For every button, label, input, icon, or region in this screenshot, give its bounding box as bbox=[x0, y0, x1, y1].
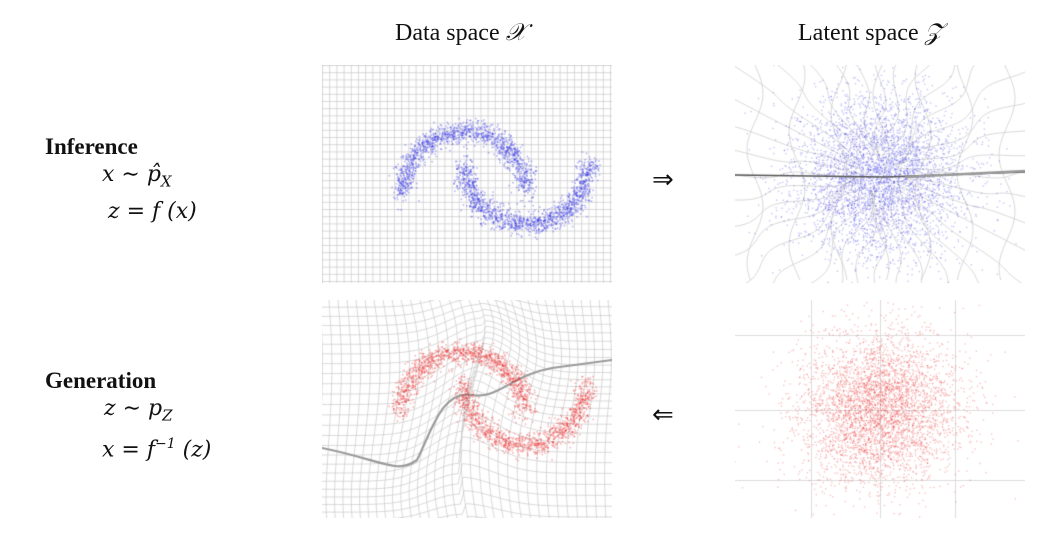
latent-space-header: Latent space 𝒵 bbox=[798, 18, 943, 47]
data-space-header: Data space 𝒳 bbox=[395, 18, 526, 47]
generation-equation-map-lhs: x = f bbox=[102, 437, 155, 463]
inference-equation-sample-subscript: X bbox=[160, 172, 172, 191]
generation-equation-map: x = f−1 (z) bbox=[102, 436, 211, 462]
latent-space-symbol: 𝒵 bbox=[924, 18, 943, 46]
data-space-symbol: 𝒳 bbox=[505, 18, 527, 46]
latent-space-generation-panel bbox=[735, 300, 1025, 518]
latent-space-inference-panel bbox=[735, 65, 1025, 283]
inference-equation-sample-lhs: x ∼ p̂ bbox=[102, 162, 161, 187]
latent-space-inference-canvas bbox=[735, 65, 1025, 283]
generation-title: Generation bbox=[45, 368, 157, 393]
generation-equation-sample-subscript: Z bbox=[162, 406, 173, 425]
generation-equation-map-rhs: (z) bbox=[175, 437, 212, 463]
latent-space-generation-canvas bbox=[735, 300, 1025, 518]
inference-equation-sample: x ∼ p̂X bbox=[102, 162, 172, 190]
data-space-inference-panel bbox=[322, 65, 612, 283]
data-space-generation-panel bbox=[322, 300, 612, 518]
generation-equation-sample: z ∼ pZ bbox=[104, 396, 173, 424]
data-space-label: Data space bbox=[395, 20, 500, 46]
inference-title: Inference bbox=[45, 134, 138, 159]
data-space-inference-canvas bbox=[322, 65, 612, 283]
data-space-generation-canvas bbox=[322, 300, 612, 518]
generation-equation-map-superscript: −1 bbox=[154, 436, 176, 452]
forward-arrow: ⇒ bbox=[652, 165, 674, 195]
inference-equation-map: z = f (x) bbox=[108, 199, 197, 224]
generation-equation-sample-lhs: z ∼ p bbox=[104, 396, 163, 421]
latent-space-label: Latent space bbox=[798, 20, 919, 46]
backward-arrow: ⇐ bbox=[652, 400, 674, 430]
